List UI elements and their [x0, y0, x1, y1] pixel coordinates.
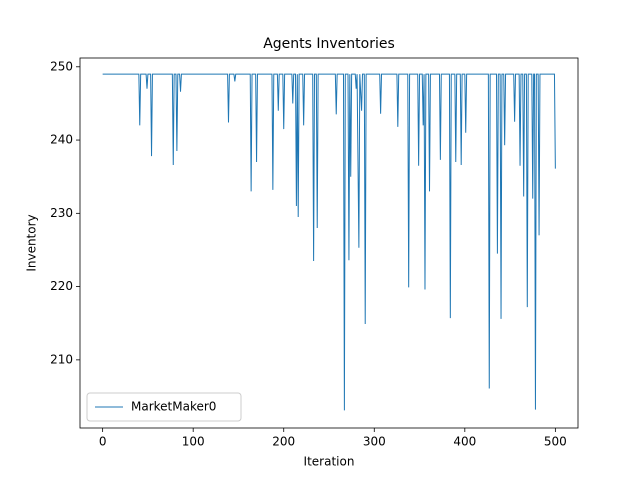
legend-box: [86, 392, 242, 422]
y-tick-label: 210: [50, 352, 73, 366]
y-tick-label: 250: [50, 59, 73, 73]
y-axis-label: Inventory: [25, 214, 39, 271]
x-tick-label: 200: [272, 435, 295, 449]
x-tick-label: 300: [363, 435, 386, 449]
chart-title: Agents Inventories: [263, 36, 395, 52]
data-line: [102, 73, 556, 411]
y-tick-label: 220: [50, 279, 73, 293]
y-tick-label: 240: [50, 133, 73, 147]
legend-label: MarketMaker0: [131, 400, 216, 414]
y-tick-label: 230: [50, 206, 73, 220]
x-tick-label: 500: [544, 435, 567, 449]
x-tick-label: 400: [453, 435, 476, 449]
x-axis-label: Iteration: [304, 455, 355, 469]
x-tick-label: 100: [182, 435, 205, 449]
x-tick-label: 0: [99, 435, 107, 449]
axes-frame: [79, 57, 579, 429]
